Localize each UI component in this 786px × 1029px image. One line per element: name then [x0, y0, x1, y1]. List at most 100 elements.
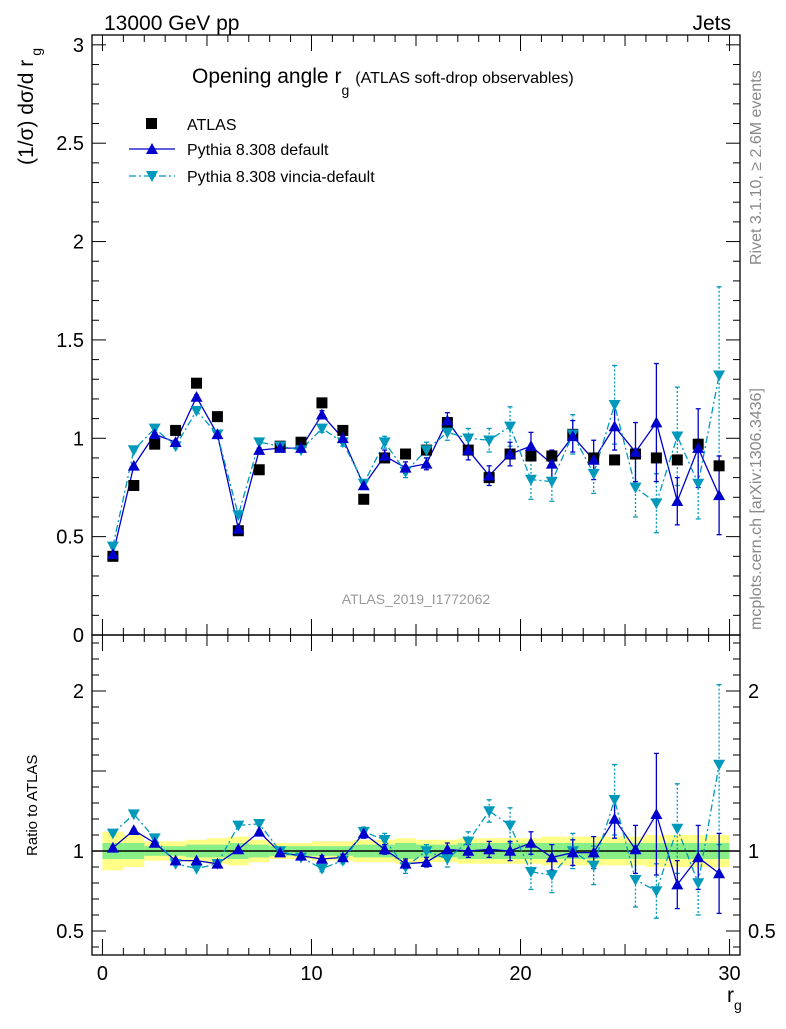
main-point-vincia-23 — [587, 468, 600, 480]
main-point-default-17 — [462, 444, 475, 455]
ratio-point-default-9 — [295, 849, 308, 861]
main-point-default-27 — [671, 495, 684, 507]
main-point-default-14 — [399, 461, 412, 473]
ratio-point-vincia-1 — [127, 809, 140, 821]
main-ytick-label-1: 1 — [73, 428, 84, 450]
legend-marker-atlas — [146, 118, 157, 129]
main-point-default-2 — [148, 428, 161, 440]
legend-marker-vincia — [146, 171, 158, 182]
ratio-point-default-3 — [169, 854, 182, 866]
main-ytick-label-2: 1.5 — [56, 330, 84, 352]
main-point-atlas-7 — [253, 464, 265, 476]
main-point-atlas-27 — [671, 454, 683, 466]
x-axis-label: rg — [727, 984, 742, 1013]
ratio-point-default-23 — [587, 846, 600, 858]
main-title-suffix: (ATLAS soft-drop observables) — [355, 70, 573, 87]
legend-label-default: Pythia 8.308 default — [187, 142, 329, 159]
main-title-text: Opening angle r — [192, 65, 341, 88]
x-axis-label-text: r — [727, 984, 734, 1007]
main-ytick-label-3: 2 — [73, 232, 84, 254]
main-point-default-4 — [190, 390, 203, 402]
main-point-atlas-2 — [149, 438, 161, 450]
legend-marker-default — [146, 143, 158, 154]
ratio-point-default-1 — [127, 824, 140, 835]
ratio-point-default-21 — [545, 851, 558, 863]
legend: ATLAS Pythia 8.308 default Pythia 8.308 … — [129, 117, 375, 186]
header-left: 13000 GeV pp — [104, 12, 239, 35]
main-point-default-3 — [169, 436, 182, 448]
main-point-atlas-5 — [211, 411, 223, 423]
ratio-point-vincia-23 — [587, 860, 600, 872]
main-point-default-22 — [566, 430, 579, 442]
main-point-vincia-1 — [127, 445, 140, 457]
ratio-frame — [91, 634, 741, 956]
main-line-vincia — [112, 375, 720, 547]
ratio-point-default-15 — [420, 856, 433, 867]
xtick-label-2: 20 — [509, 963, 531, 985]
ratio-ytick-label-0: 0.5 — [56, 921, 84, 943]
main-point-atlas-21 — [546, 450, 558, 462]
main-point-vincia-24 — [608, 400, 621, 411]
main-point-default-23 — [587, 453, 600, 465]
main-title: Opening angle rg (ATLAS soft-drop observa… — [192, 65, 574, 98]
ratio-point-default-8 — [274, 846, 287, 858]
ratio-point-default-26 — [650, 808, 663, 819]
legend-label-atlas: ATLAS — [187, 117, 237, 134]
main-point-vincia-29 — [713, 370, 726, 382]
ratio-point-default-19 — [504, 845, 517, 856]
ratio-point-default-2 — [148, 837, 161, 848]
main-point-default-13 — [378, 449, 391, 461]
main-point-default-6 — [232, 522, 245, 534]
xtick-label-3: 30 — [718, 963, 740, 985]
ratio-point-default-29 — [713, 867, 726, 879]
main-point-vincia-13 — [378, 437, 391, 449]
ratio-point-default-20 — [524, 837, 537, 848]
ratio-point-vincia-15 — [420, 846, 433, 857]
ratio-point-default-27 — [671, 878, 684, 890]
main-point-default-1 — [127, 459, 140, 471]
main-point-vincia-7 — [253, 437, 266, 449]
main-point-default-16 — [441, 414, 454, 426]
main-point-atlas-12 — [358, 493, 370, 505]
ratio-point-default-25 — [629, 843, 642, 855]
mcplots-label: mcplots.cern.ch [arXiv:1306.3436] — [748, 388, 765, 630]
ratio-point-default-6 — [232, 843, 245, 855]
ratio-ytick-label-right-0: 0.5 — [748, 921, 776, 943]
ratio-point-vincia-4 — [190, 863, 203, 875]
main-point-atlas-1 — [128, 479, 140, 491]
ratio-point-default-10 — [315, 853, 328, 864]
main-point-vincia-0 — [106, 541, 119, 553]
main-point-vincia-17 — [462, 433, 475, 445]
ratio-point-vincia-16 — [441, 854, 454, 865]
main-point-vincia-20 — [524, 474, 537, 486]
main-point-default-11 — [336, 432, 349, 444]
ratio-point-default-0 — [106, 841, 119, 853]
ratio-point-vincia-28 — [692, 878, 705, 889]
rivet-label: Rivet 3.1.10, ≥ 2.6M events — [748, 70, 765, 265]
main-point-atlas-29 — [713, 460, 725, 472]
x-axis-label-sub: g — [734, 997, 742, 1013]
main-point-vincia-15 — [420, 445, 433, 457]
main-point-atlas-20 — [525, 450, 537, 462]
legend-label-vincia: Pythia 8.308 vincia-default — [187, 169, 375, 186]
ratio-point-vincia-27 — [671, 823, 684, 835]
main-point-default-24 — [608, 420, 621, 432]
ratio-point-default-4 — [190, 854, 203, 866]
main-ytick-label-0: 0.5 — [56, 527, 84, 549]
ratio-ytick-label-2: 2 — [73, 681, 84, 703]
ratio-point-default-5 — [211, 857, 224, 869]
main-point-default-29 — [713, 489, 726, 501]
main-point-atlas-24 — [609, 454, 621, 466]
ratio-point-default-22 — [566, 846, 579, 858]
ratio-point-default-13 — [378, 843, 391, 855]
main-point-default-28 — [692, 442, 705, 453]
main-point-vincia-28 — [692, 478, 705, 490]
main-point-atlas-26 — [650, 452, 662, 464]
ratio-point-vincia-24 — [608, 795, 621, 806]
ratio-y-label: Ratio to ATLAS — [24, 755, 41, 856]
ratio-point-default-24 — [608, 813, 621, 824]
xtick-label-0: 0 — [97, 963, 108, 985]
ratio-point-vincia-20 — [524, 867, 537, 878]
